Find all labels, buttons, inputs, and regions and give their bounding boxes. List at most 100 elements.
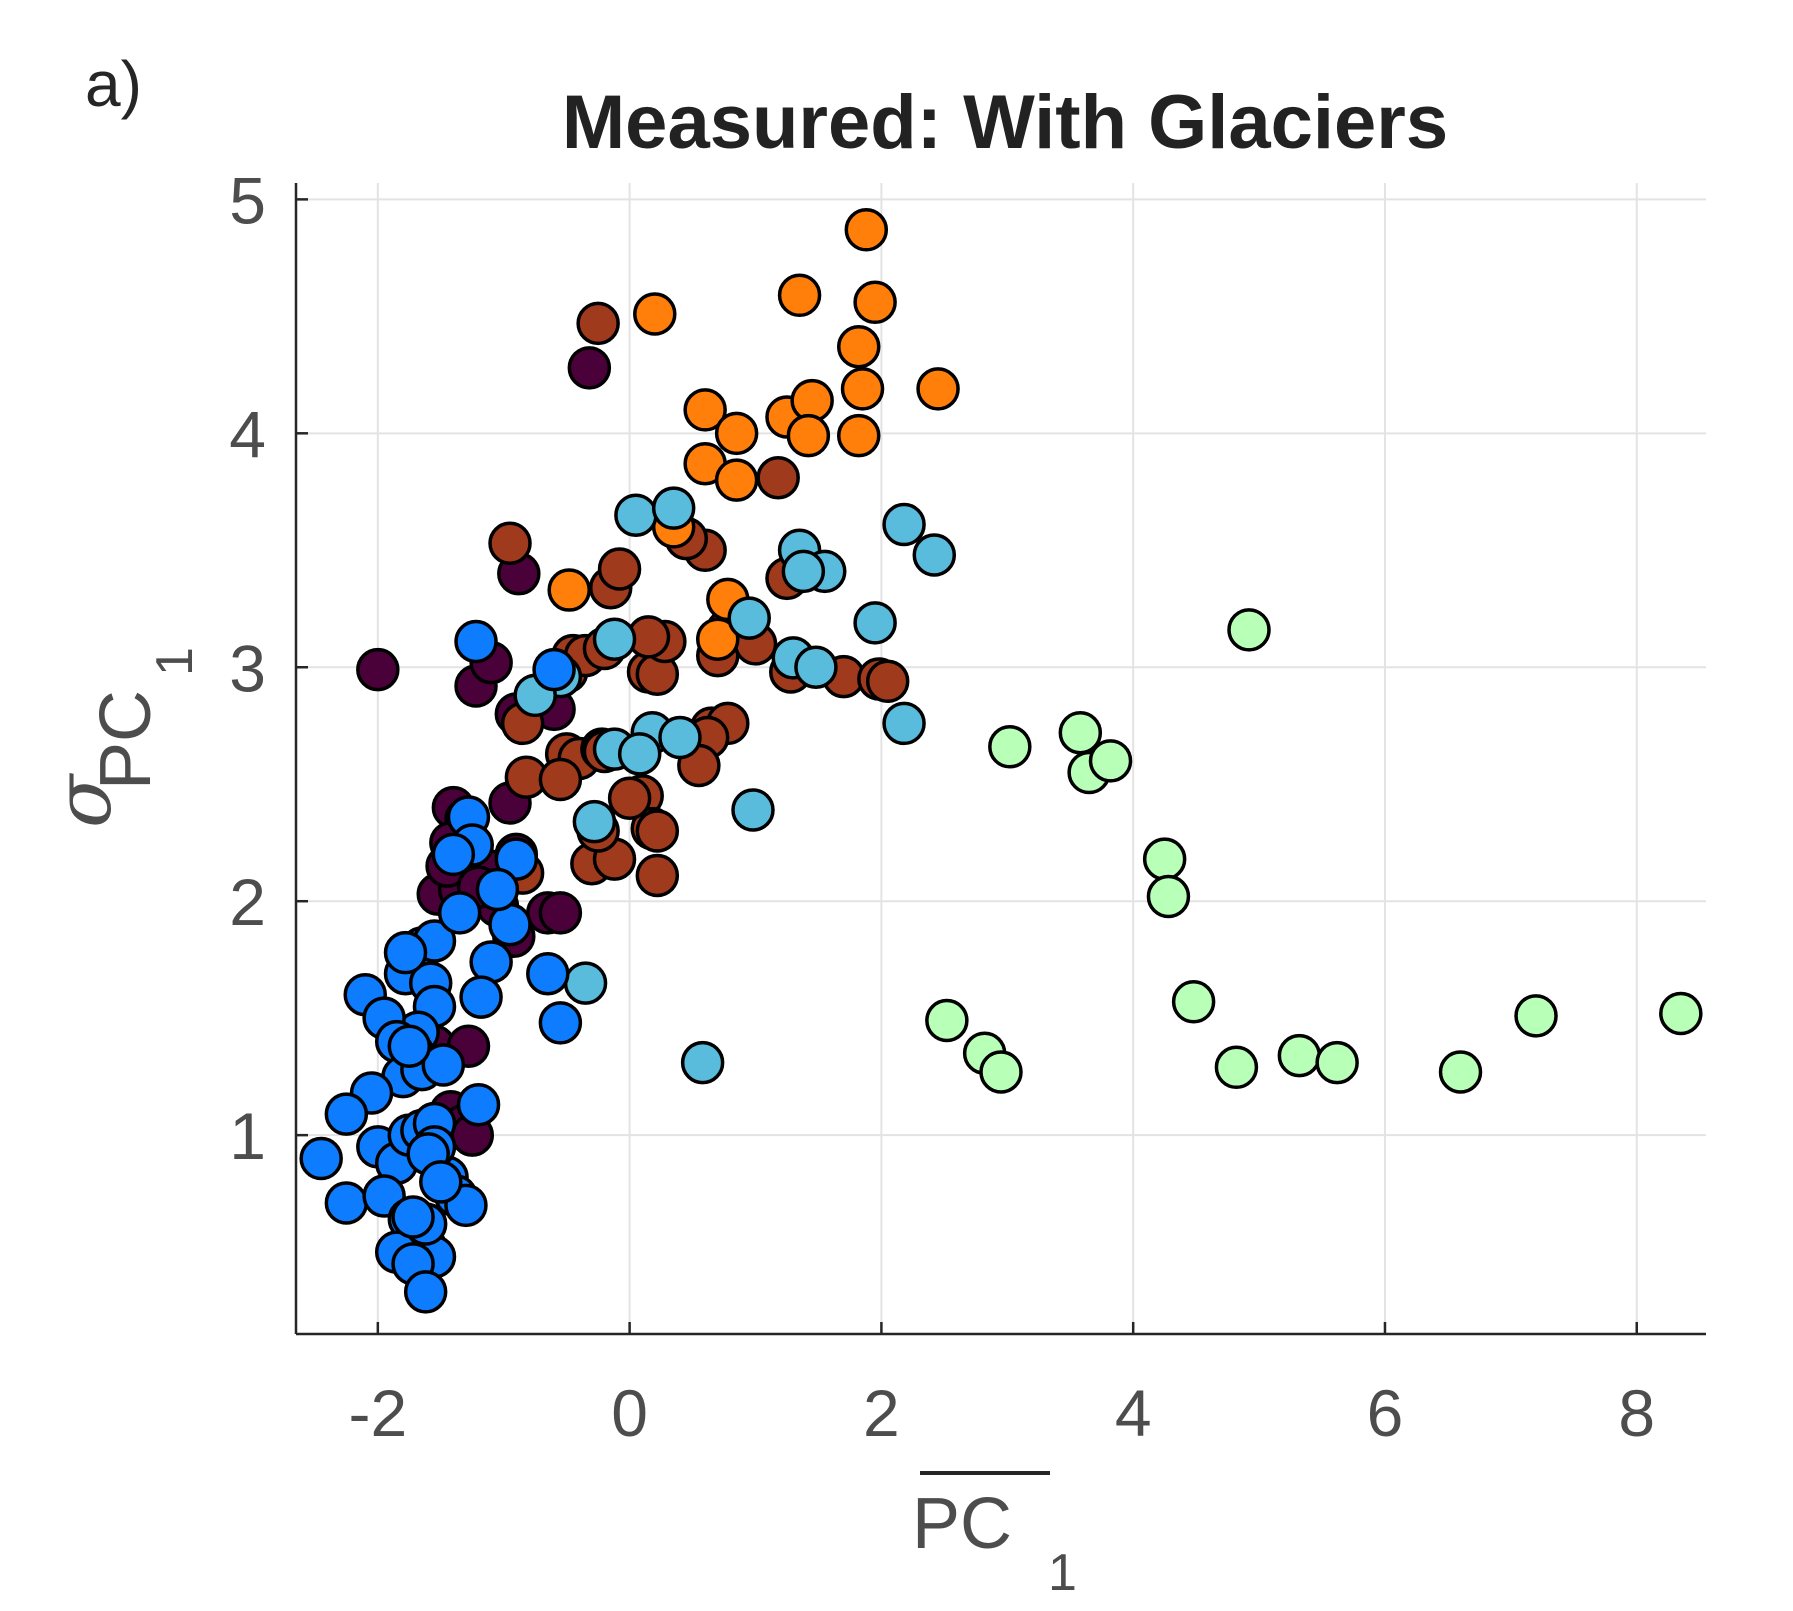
data-point [324, 1181, 369, 1225]
data-point [383, 930, 428, 975]
data-point [635, 809, 680, 853]
data-point [781, 549, 826, 594]
y-tick-label: 5 [229, 163, 266, 237]
data-point [836, 325, 881, 369]
data-point [538, 891, 583, 935]
y-axis-label-text: PC [86, 690, 166, 790]
data-point [882, 502, 926, 547]
data-point [794, 645, 838, 690]
data-point [756, 456, 800, 500]
data-point [403, 1270, 448, 1314]
data-point [617, 732, 662, 776]
data-point [1659, 991, 1703, 1036]
data-point [431, 832, 476, 877]
data-point [865, 659, 910, 704]
y-tick-label: 3 [229, 631, 266, 705]
x-tick-label: 8 [1618, 1376, 1655, 1450]
x-tick-label: -2 [348, 1376, 407, 1450]
data-point [1315, 1040, 1359, 1085]
x-axis-label: PC 1 [912, 1471, 1077, 1602]
data-point [419, 1160, 463, 1204]
data-point [651, 486, 696, 530]
data-point [454, 619, 498, 664]
data-point [475, 867, 520, 912]
data-point [840, 367, 885, 411]
data-point [695, 617, 740, 661]
data-point [727, 596, 771, 640]
data-point [786, 413, 831, 458]
data-point [836, 413, 881, 458]
x-tick-label: 4 [1115, 1376, 1152, 1450]
data-point [421, 1043, 466, 1087]
data-point [607, 776, 652, 821]
tick-labels: -2 0 2 4 6 8 1 2 3 4 5 [229, 163, 1655, 1450]
data-point [635, 853, 680, 898]
data-point [299, 1136, 343, 1181]
data-point [459, 975, 503, 1019]
data-point [538, 1001, 583, 1045]
data-point [563, 961, 608, 1005]
data-point [456, 1082, 501, 1127]
y-tick-label: 1 [229, 1099, 266, 1173]
y-axis-label-subscript: 1 [146, 647, 204, 676]
data-point [1514, 994, 1558, 1038]
data-point [526, 951, 570, 996]
data-point [714, 458, 759, 502]
data-point [532, 647, 576, 692]
data-point [731, 788, 775, 832]
data-point [547, 568, 591, 612]
data-point [683, 388, 727, 432]
x-tick-label: 2 [863, 1376, 900, 1450]
data-point [988, 725, 1032, 769]
chart-title: Measured: With Glaciers [562, 80, 1448, 165]
series-5 [299, 619, 583, 1314]
x-tick-label: 6 [1367, 1376, 1404, 1450]
data-point [324, 1092, 369, 1136]
x-axis-label-text: PC [912, 1484, 1012, 1564]
data-point [853, 280, 897, 325]
grid [296, 183, 1706, 1334]
data-point [592, 617, 637, 661]
series-4 [513, 486, 957, 1085]
y-axis-label: σ PC 1 [39, 647, 204, 828]
data-point [844, 208, 889, 252]
data-point [714, 411, 759, 456]
data-point [916, 367, 960, 411]
data-points [299, 208, 1703, 1314]
data-point [391, 1195, 435, 1239]
data-point [538, 757, 583, 802]
data-point [572, 799, 617, 844]
data-point [680, 1040, 725, 1085]
axes [294, 183, 1706, 1336]
data-point [1146, 874, 1191, 919]
y-tick-label: 2 [229, 865, 266, 939]
data-point [1142, 837, 1187, 881]
data-point [1088, 739, 1133, 783]
y-axis-label-symbol: σ [39, 773, 129, 828]
data-point [853, 601, 897, 645]
data-point [777, 273, 822, 318]
data-point [912, 533, 957, 577]
data-point [979, 1050, 1023, 1094]
data-point [1227, 608, 1271, 652]
series-3 [547, 208, 960, 661]
series-6 [925, 608, 1703, 1094]
data-point [658, 715, 702, 760]
data-point [614, 493, 658, 537]
data-point [387, 1024, 432, 1068]
data-point [1277, 1033, 1322, 1078]
data-point [633, 292, 677, 336]
data-point [1214, 1045, 1259, 1090]
panel-label: a) [85, 48, 142, 120]
y-tick-label: 4 [229, 397, 266, 471]
data-point [488, 521, 532, 566]
data-point [567, 346, 612, 390]
data-point [356, 647, 400, 692]
data-point [576, 301, 620, 346]
data-point [882, 701, 926, 746]
data-point [925, 998, 969, 1043]
data-point [1171, 980, 1216, 1024]
data-point [597, 547, 642, 591]
x-axis-label-subscript: 1 [1048, 1544, 1077, 1602]
